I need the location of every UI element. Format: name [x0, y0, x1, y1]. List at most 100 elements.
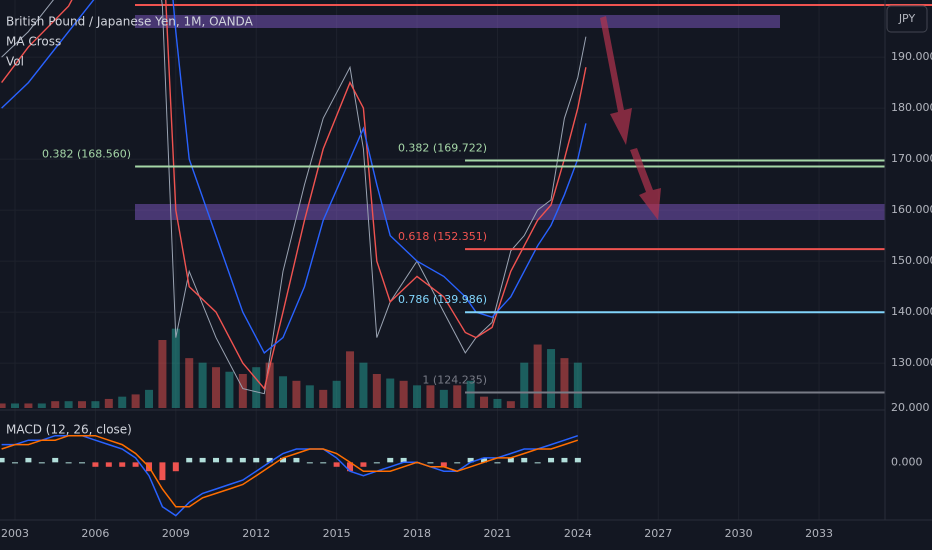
volume-bar — [520, 362, 529, 408]
currency-label[interactable]: JPY — [898, 12, 916, 25]
macd-histogram — [534, 462, 541, 464]
y-tick-label: 180.000 — [891, 101, 932, 114]
y-tick-label: 150.000 — [891, 254, 932, 267]
macd-histogram — [253, 457, 260, 463]
volume-bar — [506, 401, 515, 408]
volume-bar — [573, 362, 582, 408]
fib-label: 0.618 (152.351) — [398, 230, 487, 243]
volume-bar — [225, 371, 234, 408]
fib-label: 0.382 (168.560) — [42, 147, 131, 160]
price-line — [1, 0, 587, 391]
y-tick-label: 190.000 — [891, 50, 932, 63]
volume-bar — [64, 401, 73, 408]
y-tick-label: 170.000 — [891, 152, 932, 165]
macd-histogram — [400, 457, 407, 463]
grid — [0, 0, 885, 520]
macd-histogram — [172, 462, 179, 472]
macd-histogram — [92, 462, 99, 467]
levels: 0.382 (168.560) 0.382 (169.722) 0.618 (152… — [42, 142, 885, 394]
volume-bar — [104, 398, 113, 408]
x-tick-label: 2021 — [483, 527, 511, 540]
volume-bar — [11, 403, 20, 408]
macd-histogram — [494, 462, 501, 464]
fib-label: 1 (124.235) — [422, 374, 487, 387]
fib-label: 0.382 (169.722) — [398, 142, 487, 155]
volume-bar — [480, 396, 489, 408]
volume-bar — [493, 398, 502, 408]
macd-histogram — [65, 462, 72, 464]
macd-histogram — [521, 457, 528, 463]
macd-histogram — [0, 457, 5, 463]
macd-histogram — [373, 462, 380, 464]
y-tick-label: 130.000 — [891, 356, 932, 369]
volume-bar — [24, 403, 33, 408]
volume-bar — [51, 401, 60, 408]
volume-bar — [399, 380, 408, 408]
volume-bar — [533, 344, 542, 408]
zone-top — [135, 15, 780, 28]
volume-bar — [413, 385, 422, 408]
arrows — [600, 16, 661, 220]
volume-bar — [118, 396, 127, 408]
volume-bar — [238, 374, 247, 408]
volume-bar — [158, 340, 167, 408]
volume-bar — [145, 389, 154, 408]
volume-bar — [439, 389, 448, 408]
macd-histogram — [105, 462, 112, 467]
fib-label: 0.786 (139.986) — [398, 293, 487, 306]
volume-bar — [78, 401, 87, 408]
macd-pane — [0, 434, 581, 517]
macd-histogram — [239, 457, 246, 463]
currency-button[interactable] — [886, 5, 928, 33]
macd-histogram — [574, 457, 581, 463]
macd-histogram — [199, 457, 206, 463]
macd-histogram — [427, 462, 434, 464]
macd-histogram — [159, 462, 166, 481]
macd-histogram — [280, 457, 287, 463]
volume-bar — [265, 362, 274, 408]
macd-histogram — [186, 457, 193, 463]
chart-title: British Pound / Japanese Yen, 1M, OANDA — [6, 15, 254, 29]
macd-histogram — [440, 462, 447, 467]
volume-bar — [279, 376, 288, 408]
macd-histogram — [561, 457, 568, 463]
volume-bar — [386, 378, 395, 408]
macd-histogram — [454, 462, 461, 464]
macd-histogram — [226, 457, 233, 463]
price-line — [1, 0, 587, 354]
macd-histogram — [467, 457, 474, 463]
volume-bar — [185, 358, 194, 408]
volume-bar — [292, 380, 301, 408]
x-tick-label: 2030 — [725, 527, 753, 540]
volume-bar — [466, 380, 475, 408]
indicator-label: Vol — [6, 55, 24, 69]
y-tick-label: 140.000 — [891, 305, 932, 318]
volume-bar — [198, 362, 207, 408]
macd-histogram — [119, 462, 126, 467]
x-tick-label: 2012 — [242, 527, 270, 540]
macd-histogram — [333, 462, 340, 467]
macd-histogram — [548, 457, 555, 463]
price-line — [1, 0, 587, 395]
macd-line — [1, 434, 579, 517]
x-tick-label: 2018 — [403, 527, 431, 540]
volume-tick-label: 20.000 — [891, 401, 930, 414]
macd-histogram — [12, 462, 19, 464]
macd-histogram — [132, 462, 139, 467]
macd-line — [1, 434, 579, 508]
volume-bar — [359, 362, 368, 408]
volume-bar — [171, 328, 180, 408]
volume-bar — [560, 358, 569, 408]
macd-histogram — [293, 457, 300, 463]
volume-bar — [91, 401, 100, 408]
y-tick-label: 160.000 — [891, 203, 932, 216]
macd-title: MACD (12, 26, close) — [6, 423, 132, 437]
macd-histogram — [320, 462, 327, 464]
macd-histogram — [213, 457, 220, 463]
macd-histogram — [507, 457, 514, 463]
volume — [0, 328, 582, 408]
macd-histogram — [52, 457, 59, 463]
volume-bar — [37, 403, 46, 408]
volume-bar — [547, 349, 556, 408]
